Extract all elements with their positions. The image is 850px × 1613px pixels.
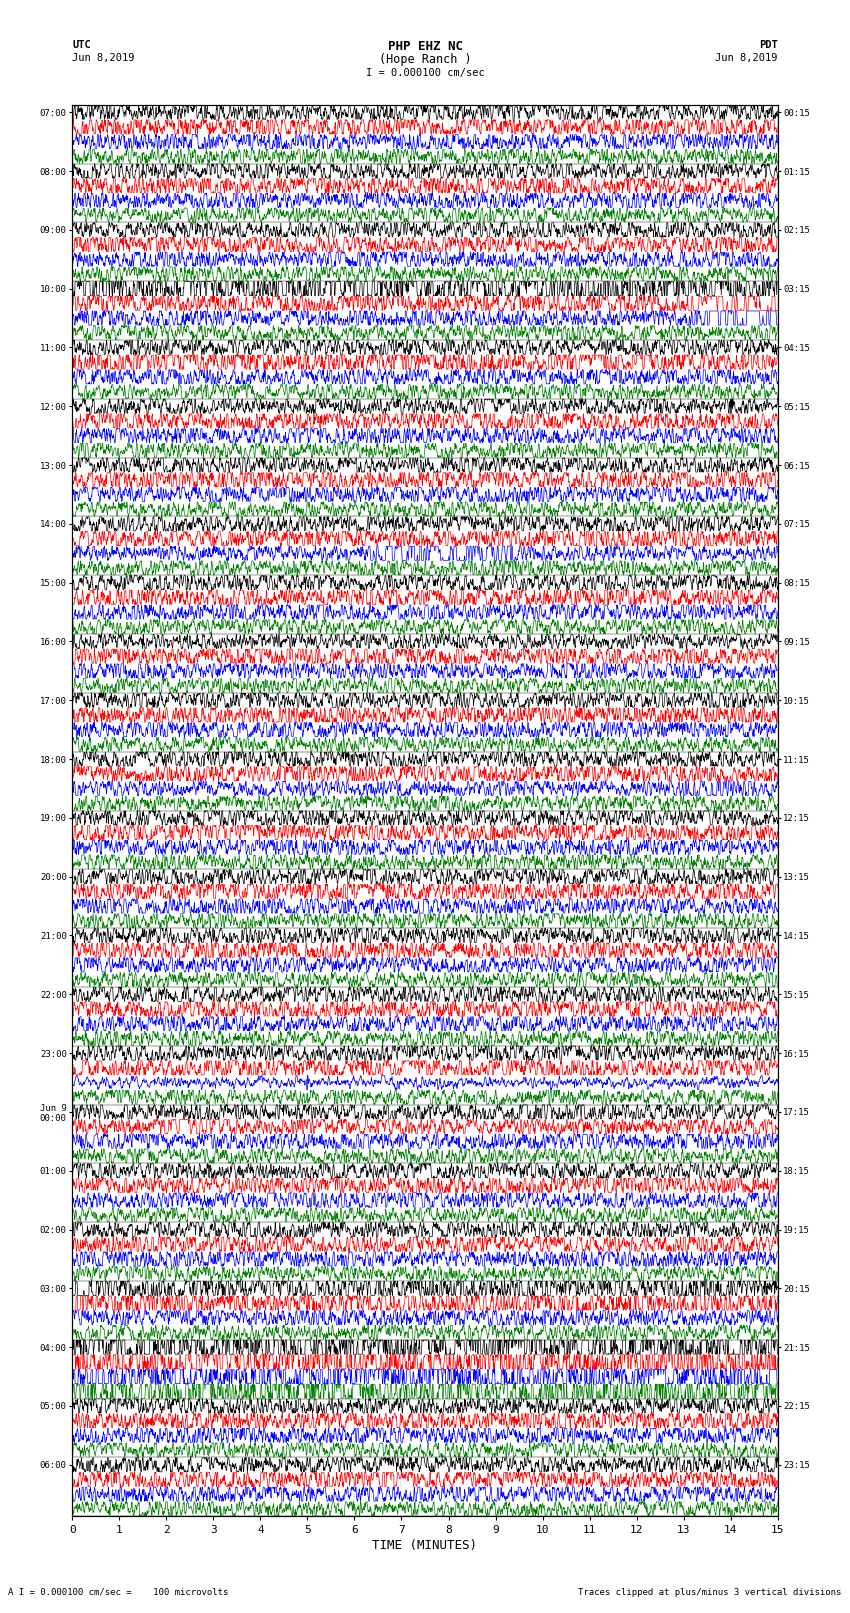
Text: (Hope Ranch ): (Hope Ranch )	[379, 53, 471, 66]
X-axis label: TIME (MINUTES): TIME (MINUTES)	[372, 1539, 478, 1552]
Text: I = 0.000100 cm/sec: I = 0.000100 cm/sec	[366, 68, 484, 77]
Text: Jun 8,2019: Jun 8,2019	[72, 53, 135, 63]
Text: PDT: PDT	[759, 40, 778, 50]
Text: Traces clipped at plus/minus 3 vertical divisions: Traces clipped at plus/minus 3 vertical …	[578, 1587, 842, 1597]
Text: UTC: UTC	[72, 40, 91, 50]
Text: Jun 8,2019: Jun 8,2019	[715, 53, 778, 63]
Text: PHP EHZ NC: PHP EHZ NC	[388, 40, 462, 53]
Text: A I = 0.000100 cm/sec =    100 microvolts: A I = 0.000100 cm/sec = 100 microvolts	[8, 1587, 229, 1597]
